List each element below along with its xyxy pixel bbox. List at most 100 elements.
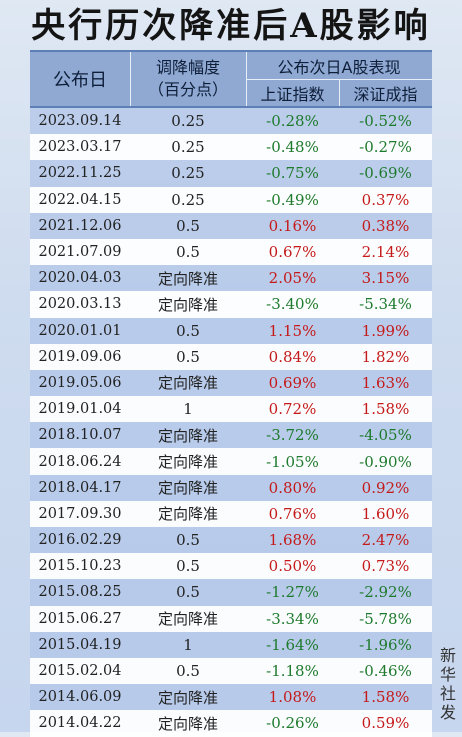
cell-shanghai: 0.69% [268,373,317,392]
cell-date: 2023.09.14 [38,113,122,130]
cell-date: 2018.04.17 [38,479,122,496]
cell-shanghai: -0.28% [266,112,319,131]
cell-date: 2016.02.29 [38,532,122,549]
cell-rate: 0.5 [176,583,200,602]
cell-rate: 定向降准 [157,688,218,707]
table-row: 2015.06.27 定向降准 -3.34% -5.78% [30,605,432,632]
cell-shenzhen: -0.52% [359,112,412,131]
header-divider [339,79,340,106]
cell-shanghai: 0.67% [268,243,317,262]
cell-rate: 1 [183,635,193,654]
cell-rate: 0.25 [171,138,205,157]
cell-rate: 定向降准 [157,610,218,629]
table-row: 2022.11.25 0.25 -0.75% -0.69% [30,160,432,187]
header-shanghai: 上证指数 [260,84,325,104]
cell-shenzhen: 1.58% [361,688,410,707]
cell-rate: 定向降准 [157,295,218,314]
cell-date: 2015.02.04 [38,663,122,680]
header-date: 公布日 [53,70,107,91]
table-row: 2015.08.25 0.5 -1.27% -2.92% [30,579,432,606]
cell-shenzhen: -0.90% [359,452,412,471]
cell-shenzhen: 1.60% [361,504,410,523]
rrr-cut-table: 公布日 调降幅度 （百分点） 公布次日A股表现 上证指数 深证成指 2023.0… [30,50,432,737]
cell-shanghai: -3.40% [266,295,319,314]
header-rate-line2: （百分点） [147,80,228,99]
cell-rate: 0.5 [176,557,200,576]
header-divider [130,52,131,106]
cell-date: 2022.11.25 [38,165,122,182]
cell-shanghai: 0.76% [268,504,317,523]
cell-shanghai: -1.64% [266,635,319,654]
cell-rate: 定向降准 [157,479,218,498]
header-shenzhen: 深证成指 [353,84,418,104]
cell-shanghai: -3.34% [266,609,319,628]
cell-date: 2021.12.06 [38,217,122,234]
cell-date: 2020.03.13 [38,296,122,313]
table-row: 2015.10.23 0.5 0.50% 0.73% [30,553,432,580]
cell-rate: 定向降准 [157,714,218,733]
cell-shenzhen: 0.59% [361,714,410,733]
cell-date: 2015.06.27 [38,610,122,627]
table-row: 2020.01.01 0.5 1.15% 1.99% [30,317,432,344]
header-rate-line1: 调降幅度 [155,58,220,77]
cell-rate: 0.5 [176,321,200,340]
table-row: 2014.04.22 定向降准 -0.26% 0.59% [30,710,432,737]
cell-rate: 0.5 [176,216,200,235]
cell-rate: 定向降准 [157,453,218,472]
table-row: 2023.09.14 0.25 -0.28% -0.52% [30,108,432,135]
cell-shanghai: 1.08% [268,688,317,707]
cell-shanghai: -0.26% [266,714,319,733]
cell-shenzhen: 0.73% [361,557,410,576]
table-row: 2021.12.06 0.5 0.16% 0.38% [30,212,432,239]
cell-date: 2014.06.09 [38,689,122,706]
table-row: 2021.07.09 0.5 0.67% 2.14% [30,238,432,266]
cell-rate: 0.5 [176,531,200,550]
table-row: 2014.06.09 定向降准 1.08% 1.58% [30,684,432,711]
table-row: 2023.03.17 0.25 -0.48% -0.27% [30,134,432,161]
cell-shenzhen: -0.27% [359,138,412,157]
table-row: 2015.02.04 0.5 -1.18% -0.46% [30,657,432,685]
cell-shanghai: 0.84% [268,347,317,366]
table-row: 2019.05.06 定向降准 0.69% 1.63% [30,369,432,397]
cell-date: 2019.05.06 [38,374,122,391]
cell-date: 2015.10.23 [38,558,122,575]
cell-shenzhen: -5.34% [359,295,412,314]
table-row: 2018.06.24 定向降准 -1.05% -0.90% [30,448,432,475]
cell-date: 2014.04.22 [38,715,122,732]
cell-shanghai: -0.49% [266,190,319,209]
cell-shenzhen: -0.69% [359,164,412,183]
cell-shanghai: 0.72% [268,400,317,419]
cell-shanghai: -0.48% [266,138,319,157]
header-rate: 调降幅度 （百分点） [130,52,246,106]
table-row: 2019.09.06 0.5 0.84% 1.82% [30,343,432,370]
source-credit: 新华社发 [439,646,456,722]
cell-date: 2018.10.07 [38,427,122,444]
cell-rate: 1 [183,400,193,419]
table-row: 2015.04.19 1 -1.64% -1.96% [30,631,432,658]
cell-shenzhen: 3.15% [361,269,410,288]
cell-shenzhen: 1.58% [361,400,410,419]
table-row: 2019.01.04 1 0.72% 1.58% [30,396,432,423]
cell-shanghai: 2.05% [268,269,317,288]
cell-date: 2020.01.01 [38,322,122,339]
header-divider [246,52,247,106]
cell-shanghai: -1.18% [266,662,319,681]
table-row: 2018.10.07 定向降准 -3.72% -4.05% [30,422,432,449]
cell-rate: 0.5 [176,347,200,366]
cell-rate: 定向降准 [157,269,218,288]
page-title: 央行历次降准后A股影响 [31,6,431,46]
table-row: 2017.09.30 定向降准 0.76% 1.60% [30,500,432,527]
cell-date: 2022.04.15 [38,191,122,208]
cell-shanghai: -1.27% [266,583,319,602]
cell-rate: 0.5 [176,662,200,681]
cell-date: 2021.07.09 [38,244,122,261]
table-row: 2020.04.03 定向降准 2.05% 3.15% [30,265,432,292]
cell-shenzhen: -4.05% [359,426,412,445]
cell-rate: 0.5 [176,243,200,262]
cell-shanghai: 1.68% [268,531,317,550]
cell-rate: 定向降准 [157,426,218,445]
cell-date: 2020.04.03 [38,270,122,287]
table-row: 2022.04.15 0.25 -0.49% 0.37% [30,186,432,213]
cell-date: 2019.09.06 [38,348,122,365]
